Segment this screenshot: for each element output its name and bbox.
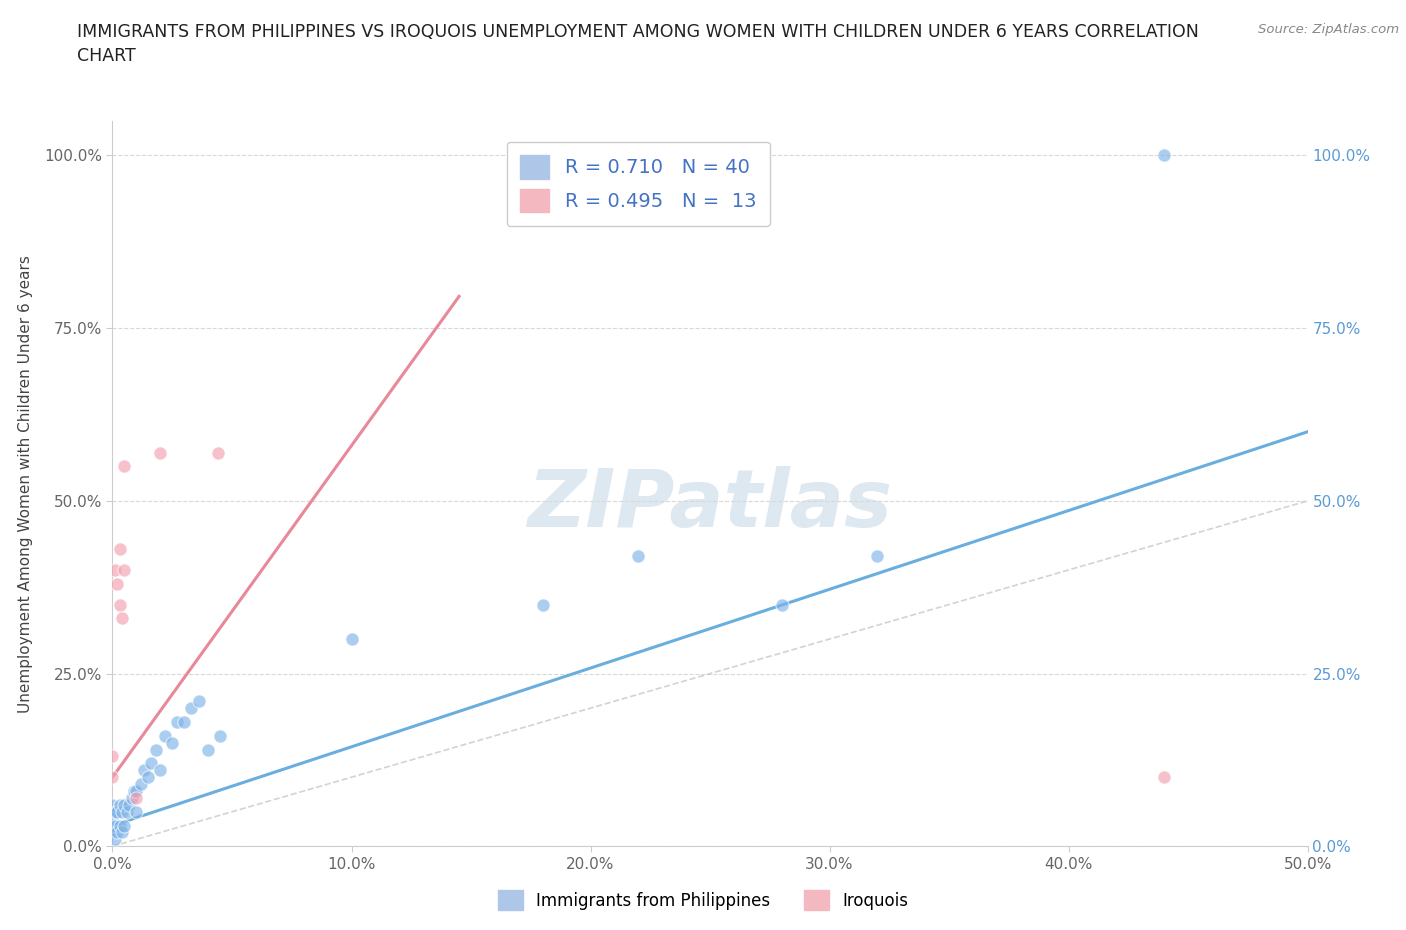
Point	[180, 700, 202, 715]
Point	[108, 797, 131, 812]
Point	[108, 597, 131, 612]
Point	[187, 694, 209, 709]
Y-axis label: Unemployment Among Women with Children Under 6 years: Unemployment Among Women with Children U…	[18, 255, 32, 712]
Point	[114, 818, 135, 833]
Point	[1153, 148, 1175, 163]
Point	[129, 777, 152, 791]
Point	[101, 797, 124, 812]
Point	[125, 804, 148, 819]
Point	[125, 790, 148, 805]
Point	[114, 563, 135, 578]
Text: ZIPatlas: ZIPatlas	[527, 466, 893, 544]
Point	[104, 818, 127, 833]
Point	[115, 804, 138, 819]
Point	[101, 749, 124, 764]
Legend: Immigrants from Philippines, Iroquois: Immigrants from Philippines, Iroquois	[491, 884, 915, 917]
Point	[104, 832, 127, 847]
Point	[111, 825, 134, 840]
Point	[101, 770, 124, 785]
Legend: R = 0.710   N = 40, R = 0.495   N =  13: R = 0.710 N = 40, R = 0.495 N = 13	[506, 141, 770, 226]
Point	[104, 563, 127, 578]
Point	[197, 742, 219, 757]
Point	[627, 549, 650, 564]
Point	[105, 804, 128, 819]
Point	[770, 597, 793, 612]
Point	[108, 818, 131, 833]
Point	[105, 577, 128, 591]
Point	[149, 763, 172, 777]
Point	[209, 728, 232, 743]
Point	[162, 736, 183, 751]
Point	[145, 742, 167, 757]
Point	[122, 784, 145, 799]
Point	[108, 542, 131, 557]
Point	[132, 763, 155, 777]
Point	[138, 770, 160, 785]
Point	[125, 784, 148, 799]
Point	[104, 804, 127, 819]
Point	[166, 714, 188, 729]
Point	[105, 825, 128, 840]
Point	[111, 611, 134, 626]
Point	[114, 797, 135, 812]
Text: IMMIGRANTS FROM PHILIPPINES VS IROQUOIS UNEMPLOYMENT AMONG WOMEN WITH CHILDREN U: IMMIGRANTS FROM PHILIPPINES VS IROQUOIS …	[77, 23, 1199, 65]
Point	[118, 797, 141, 812]
Point	[139, 756, 162, 771]
Text: Source: ZipAtlas.com: Source: ZipAtlas.com	[1258, 23, 1399, 36]
Point	[101, 825, 124, 840]
Point	[207, 445, 229, 460]
Point	[149, 445, 172, 460]
Point	[340, 631, 363, 646]
Point	[173, 714, 195, 729]
Point	[114, 458, 135, 473]
Point	[866, 549, 889, 564]
Point	[1153, 770, 1175, 785]
Point	[101, 811, 124, 826]
Point	[121, 790, 143, 805]
Point	[111, 804, 134, 819]
Point	[153, 728, 176, 743]
Point	[531, 597, 554, 612]
